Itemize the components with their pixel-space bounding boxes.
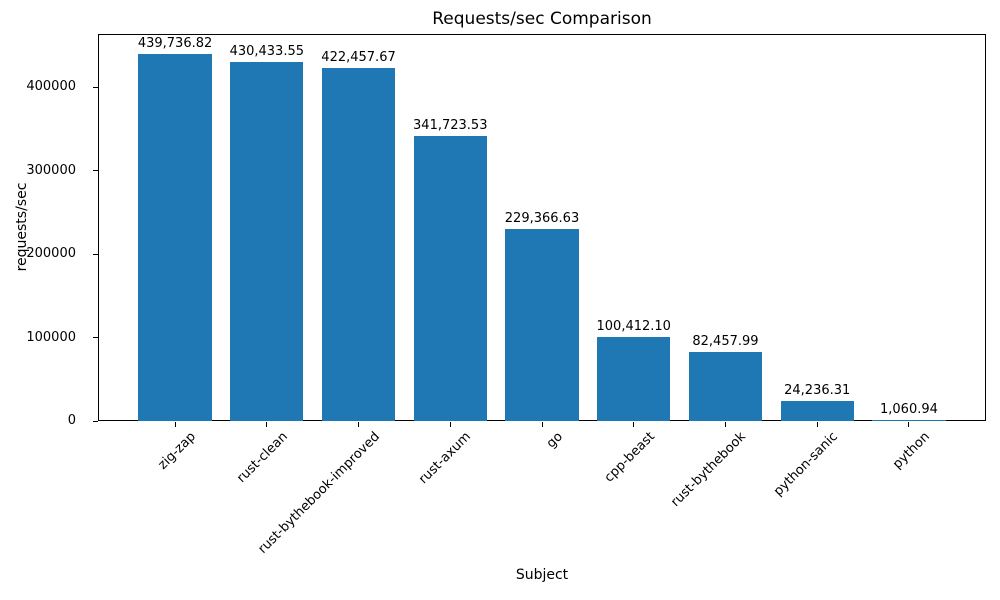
bar-rust-bythebook <box>688 352 763 421</box>
y-tick-mark <box>93 337 98 338</box>
x-axis-label: Subject <box>515 567 569 583</box>
y-tick-mark <box>93 170 98 171</box>
bar-value-label: 439,736.82 <box>137 35 213 51</box>
bar-python-sanic <box>780 400 854 421</box>
bar-rust-bythebook-improved <box>321 68 396 421</box>
bar-value-label: 24,236.31 <box>784 382 851 398</box>
bar-rust-axum <box>413 135 487 421</box>
x-tick-mark <box>816 422 818 427</box>
bar-rust-clean <box>230 61 304 421</box>
y-tick-label: 0 <box>67 413 76 428</box>
bar-python <box>872 420 946 421</box>
bar-zig-zap <box>138 53 212 421</box>
bar-value-label: 430,433.55 <box>229 43 304 59</box>
x-tick-mark <box>358 422 360 427</box>
bar-value-label: 341,723.53 <box>413 117 488 133</box>
y-tick-label: 300000 <box>26 162 76 178</box>
x-tick-mark <box>633 422 635 427</box>
y-tick-mark <box>93 253 98 255</box>
bar-value-label: 100,412.10 <box>596 319 671 335</box>
y-tick-mark <box>93 420 98 422</box>
x-tick-mark <box>724 422 726 427</box>
x-tick-mark <box>449 422 451 427</box>
bar-go <box>505 229 579 421</box>
bar-value-label: 229,366.63 <box>504 211 580 227</box>
x-tick-mark <box>174 422 176 427</box>
chart-title: Requests/sec Comparison <box>432 9 652 29</box>
bar-value-label: 1,060.94 <box>879 402 938 417</box>
y-tick-label: 200000 <box>26 246 76 261</box>
bar-cpp-beast <box>597 337 671 421</box>
bar-value-label: 422,457.67 <box>321 50 396 66</box>
y-tick-mark <box>93 86 98 88</box>
y-tick-label: 400000 <box>26 79 76 95</box>
x-tick-mark <box>266 422 268 427</box>
x-tick-mark <box>908 422 910 427</box>
x-tick-mark <box>541 422 543 427</box>
y-tick-label: 100000 <box>26 329 76 345</box>
bar-value-label: 82,457.99 <box>692 334 759 350</box>
